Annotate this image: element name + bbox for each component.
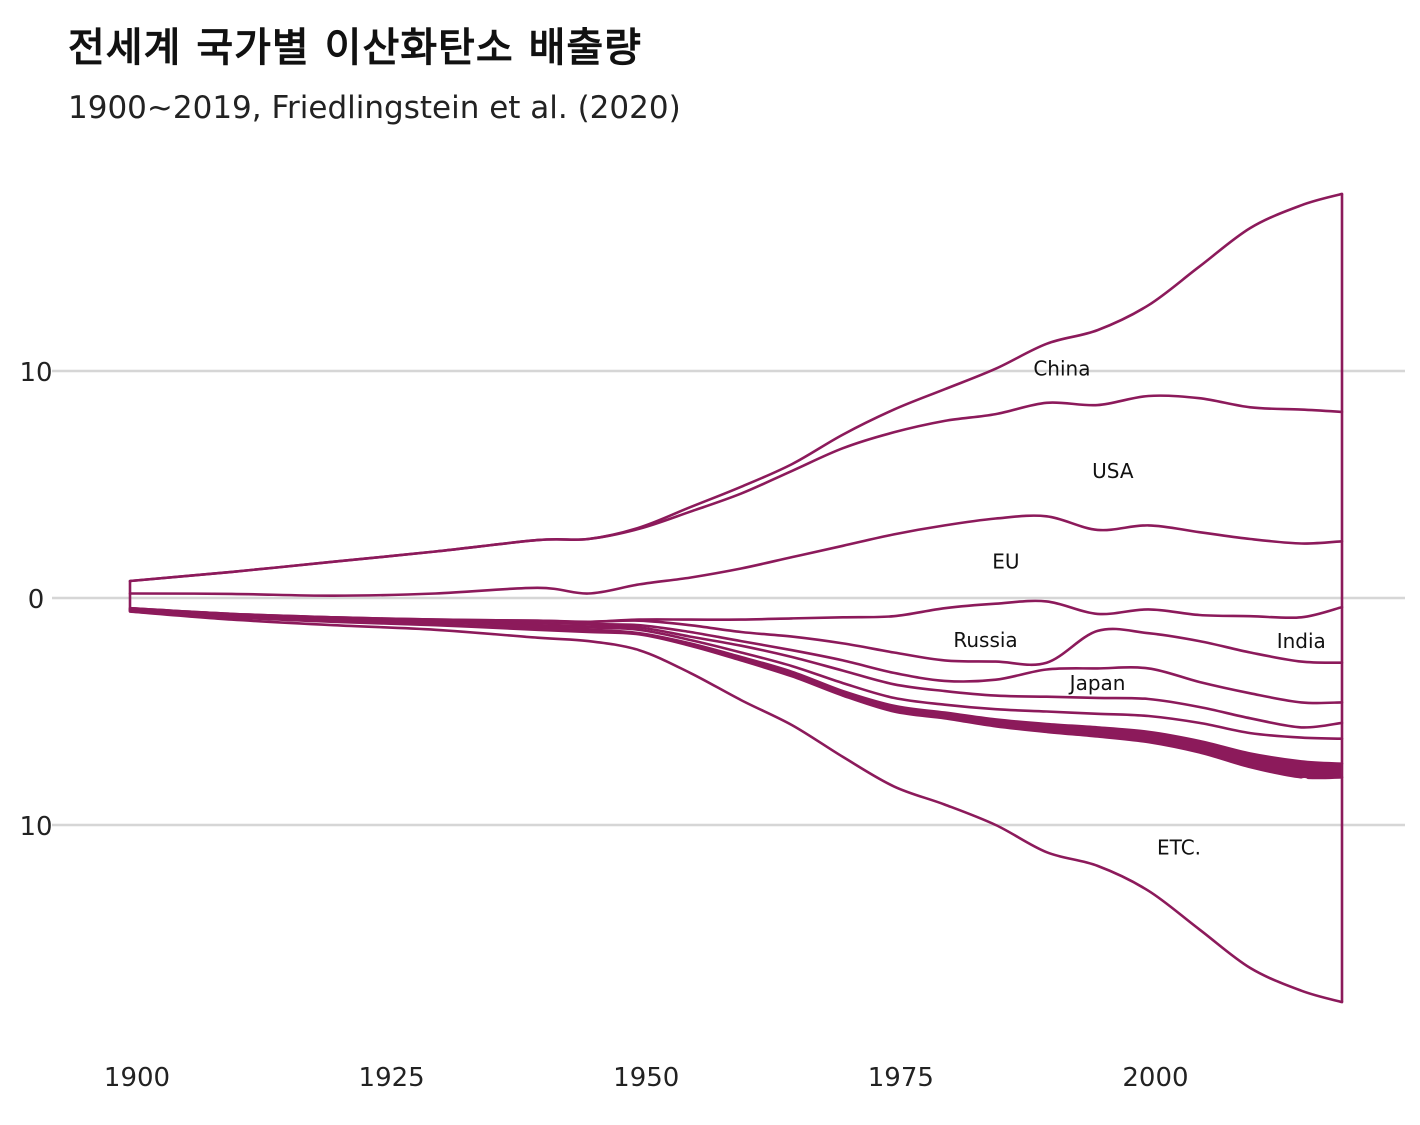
- boundary-line: [128, 192, 1344, 583]
- x-tick-label: 1975: [868, 1063, 934, 1093]
- y-tick-label: 10: [19, 358, 52, 388]
- x-tick-label: 1925: [359, 1063, 425, 1093]
- y-tick-label: 0: [28, 585, 45, 615]
- y-axis-ticks: 10 0 10: [19, 358, 52, 842]
- series-label-korea: Korea: [1262, 773, 1310, 793]
- boundary-line: [128, 608, 1344, 729]
- boundary-line: [128, 610, 1344, 1004]
- series-label-india: India: [1277, 629, 1326, 653]
- series-label-china: China: [1033, 357, 1090, 381]
- boundary-line: [128, 608, 1344, 740]
- y-tick-label: 10: [19, 812, 52, 842]
- boundary-line: [128, 609, 1344, 780]
- series-labels: China USA EU India Russia Japan Korea ETC.: [953, 357, 1325, 860]
- series-label-etc: ETC.: [1157, 836, 1201, 860]
- x-tick-label: 2000: [1122, 1063, 1188, 1093]
- chart-subtitle: 1900~2019, Friedlingstein et al. (2020): [68, 90, 681, 126]
- x-tick-label: 1950: [613, 1063, 679, 1093]
- series-label-japan: Japan: [1068, 671, 1126, 695]
- series-label-eu: EU: [992, 550, 1019, 574]
- series-label-usa: USA: [1092, 459, 1134, 483]
- x-tick-label: 1900: [104, 1063, 170, 1093]
- x-axis-ticks: 1900 1925 1950 1975 2000: [104, 1063, 1189, 1093]
- boundary-line: [128, 514, 1344, 598]
- series-label-russia: Russia: [953, 628, 1017, 652]
- gridlines: [52, 369, 1405, 827]
- chart-title: 전세계 국가별 이산화탄소 배출량: [68, 25, 642, 71]
- series-boundaries: [128, 192, 1344, 1004]
- boundary-line: [128, 394, 1344, 583]
